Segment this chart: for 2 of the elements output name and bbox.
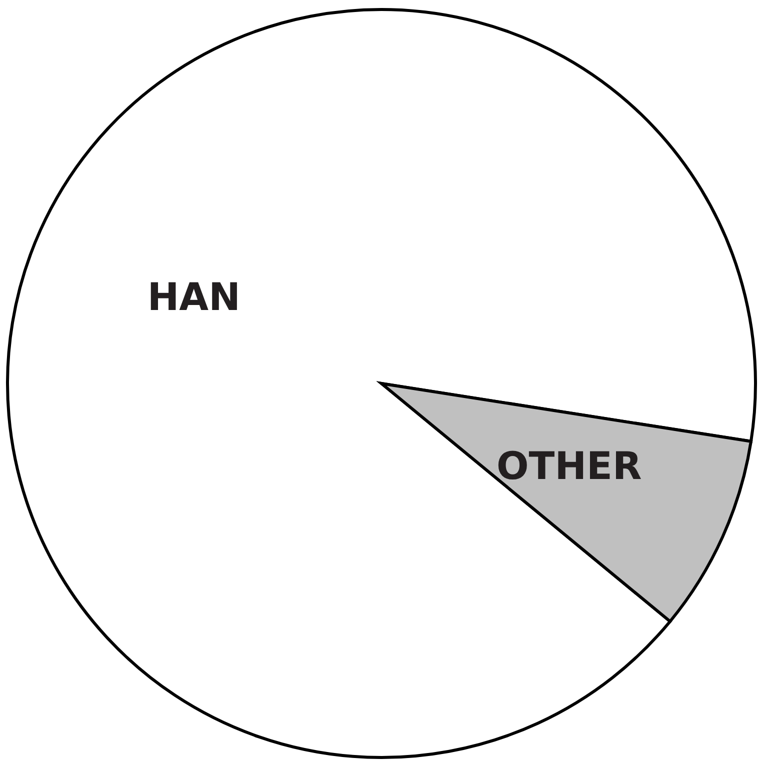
slice-label: HAN [147,275,240,320]
slice-label: OTHER [496,444,642,488]
